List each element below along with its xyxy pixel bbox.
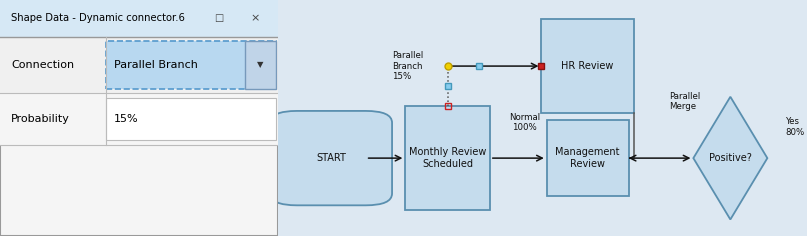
Text: □: □ <box>215 13 224 23</box>
Text: Parallel Branch: Parallel Branch <box>114 60 198 70</box>
FancyBboxPatch shape <box>0 0 278 37</box>
Text: ▼: ▼ <box>257 60 264 69</box>
Text: Shape Data - Dynamic connector.6: Shape Data - Dynamic connector.6 <box>11 13 185 23</box>
FancyBboxPatch shape <box>0 0 278 236</box>
Text: 15%: 15% <box>114 114 139 124</box>
FancyBboxPatch shape <box>0 37 278 93</box>
Text: Parallel
Branch
15%: Parallel Branch 15% <box>392 51 424 81</box>
Text: ×: × <box>250 13 260 23</box>
FancyBboxPatch shape <box>546 120 629 196</box>
Polygon shape <box>693 97 767 219</box>
Text: Connection: Connection <box>11 60 74 70</box>
Text: Yes
80%: Yes 80% <box>786 118 805 137</box>
Text: Management
Review: Management Review <box>555 147 620 169</box>
Text: Positive?: Positive? <box>709 153 752 163</box>
Text: HR Review: HR Review <box>562 61 614 71</box>
Text: Parallel
Merge: Parallel Merge <box>670 92 700 111</box>
FancyBboxPatch shape <box>278 0 807 236</box>
Text: ↖: ↖ <box>278 62 286 72</box>
Text: START: START <box>316 153 346 163</box>
FancyBboxPatch shape <box>245 41 276 88</box>
FancyBboxPatch shape <box>541 19 633 113</box>
FancyBboxPatch shape <box>0 93 278 145</box>
FancyBboxPatch shape <box>106 98 276 140</box>
FancyBboxPatch shape <box>106 41 276 88</box>
FancyBboxPatch shape <box>270 111 392 205</box>
Text: Monthly Review
Scheduled: Monthly Review Scheduled <box>409 147 487 169</box>
FancyBboxPatch shape <box>405 106 490 210</box>
Text: Probability: Probability <box>11 114 70 124</box>
Text: Normal
100%: Normal 100% <box>508 113 540 132</box>
